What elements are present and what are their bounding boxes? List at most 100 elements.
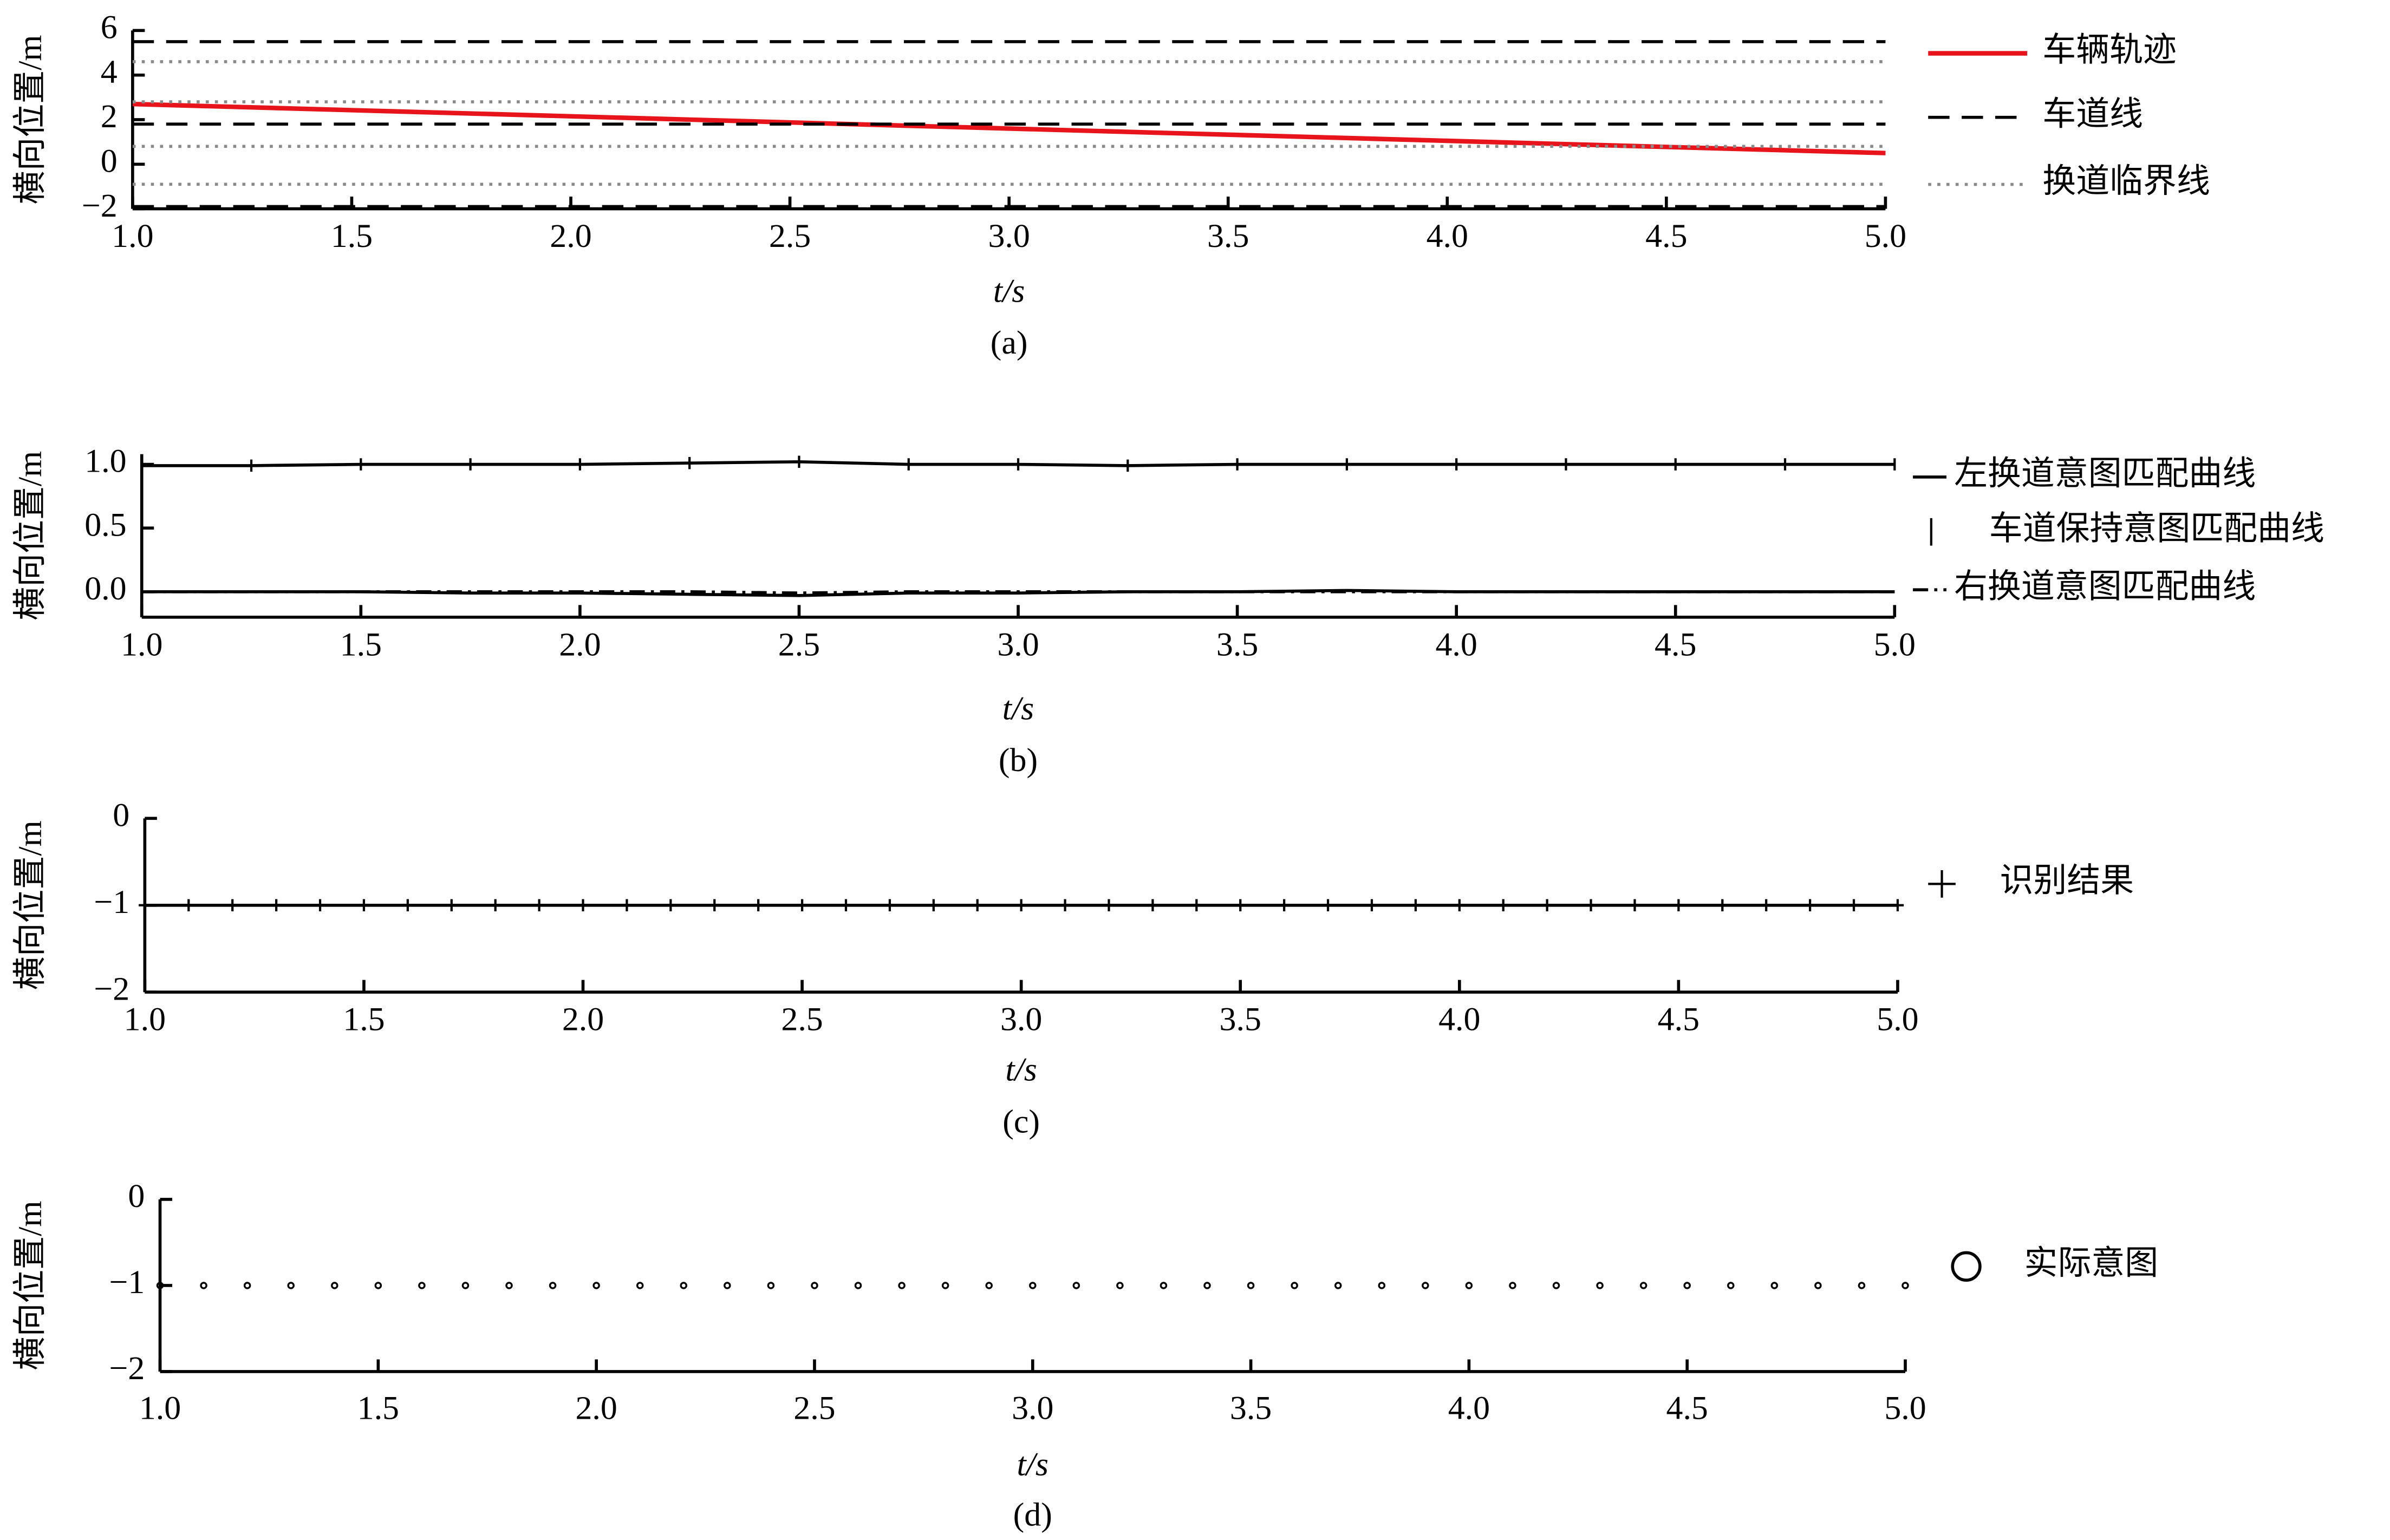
x-tick-label: 5.0 (1877, 1001, 1918, 1038)
y-tick-label: 0 (113, 797, 129, 834)
x-tick-label: 4.5 (1655, 626, 1696, 663)
marker-plus (1541, 899, 1553, 912)
legend-item: 实际意图 (1951, 1245, 2159, 1282)
y-tick-label: 0 (128, 1178, 145, 1215)
caption: (b) (999, 742, 1038, 779)
x-axis-title: t/s (993, 272, 1025, 309)
x-tick-label: 1.0 (139, 1389, 181, 1426)
marker-circle (1596, 1282, 1604, 1289)
y-tick-label: 1.0 (84, 443, 126, 480)
legend-sample (1951, 1251, 1982, 1282)
marker-circle (1901, 1282, 1909, 1289)
y-tick-label: 2 (101, 98, 118, 135)
x-tick-label: 4.0 (1435, 626, 1477, 663)
x-tick-label: 1.5 (343, 1001, 385, 1038)
marker-plus (533, 899, 545, 912)
marker-plus (577, 899, 589, 912)
marker-circle (461, 1282, 470, 1289)
marker-circle (636, 1282, 644, 1289)
marker-circle (374, 1282, 382, 1289)
y-axis-title: 横向位置/m (12, 35, 49, 204)
marker-plus (1103, 899, 1115, 912)
legend-item: 识别结果 (1928, 863, 2134, 899)
marker-plus (665, 899, 677, 912)
marker-circle (1683, 1282, 1691, 1289)
marker-plus (1278, 899, 1291, 912)
marker-circle (1552, 1282, 1560, 1289)
marker-plus (1672, 899, 1685, 912)
legend-item: 右换道意图匹配曲线 (1913, 568, 2256, 605)
y-tick-label: −2 (109, 1350, 145, 1387)
marker-circle (1770, 1282, 1779, 1289)
x-tick-label: 1.5 (331, 218, 373, 255)
x-tick-label: 2.5 (778, 626, 820, 663)
x-tick-label: 2.0 (575, 1389, 617, 1426)
marker-plus (752, 899, 765, 912)
marker-plus (1234, 899, 1247, 912)
marker-circle (200, 1282, 207, 1289)
marker-circle (505, 1282, 513, 1289)
legend-label: 实际意图 (2024, 1245, 2159, 1282)
marker-circle (592, 1282, 600, 1289)
marker-plus (1497, 899, 1509, 912)
marker-circle (1814, 1282, 1822, 1289)
marker-plus (796, 899, 809, 912)
marker-plus (1629, 899, 1641, 912)
marker-circle (1072, 1282, 1080, 1289)
marker-plus (1321, 899, 1334, 912)
x-tick-label: 2.0 (559, 626, 601, 663)
series-line (132, 101, 1886, 155)
marker-circle (1116, 1282, 1124, 1289)
marker-plus (1147, 899, 1159, 912)
x-tick-label: 2.5 (781, 1001, 823, 1038)
marker-circle (1160, 1282, 1168, 1289)
marker-plus (1409, 899, 1422, 912)
x-tick-label: 4.0 (1448, 1389, 1490, 1426)
x-tick-label: 4.5 (1645, 218, 1687, 255)
marker-plus (971, 899, 984, 912)
marker-plus (1716, 899, 1729, 912)
marker-plus (1015, 899, 1027, 912)
marker-plus (357, 899, 370, 912)
marker-plus (139, 899, 151, 912)
y-tick-label: 6 (101, 9, 118, 46)
marker-circle (1639, 1282, 1647, 1289)
legend-label: 车道保持意图匹配曲线 (1989, 510, 2324, 547)
marker-plus (445, 899, 458, 912)
x-tick-label: 4.0 (1427, 218, 1468, 255)
x-tick-label: 4.0 (1438, 1001, 1480, 1038)
legend-label: 右换道意图匹配曲线 (1954, 568, 2256, 605)
x-tick-label: 1.0 (112, 218, 153, 255)
marker-plus (401, 899, 414, 912)
x-tick-label: 1.0 (121, 626, 162, 663)
caption: (a) (991, 324, 1028, 361)
x-tick-label: 3.0 (997, 626, 1039, 663)
marker-plus (1059, 899, 1071, 912)
x-tick-label: 5.0 (1865, 218, 1906, 255)
marker-circle (243, 1282, 251, 1289)
x-tick-label: 4.5 (1666, 1389, 1708, 1426)
legend-item: 车辆轨迹 (1928, 32, 2177, 69)
marker-plus (226, 899, 239, 912)
legend-item: 左换道意图匹配曲线 (1913, 455, 2256, 492)
marker-plus (883, 899, 896, 912)
x-tick-label: 1.5 (357, 1389, 399, 1426)
x-tick-label: 1.5 (340, 626, 382, 663)
marker-circle (156, 1282, 164, 1289)
y-tick-label: 0.5 (84, 506, 126, 543)
marker-plus (270, 899, 283, 912)
legend-label: 识别结果 (2000, 863, 2134, 899)
y-axis-title: 横向位置/m (12, 451, 49, 621)
marker-circle (1509, 1282, 1516, 1289)
marker-plus (1891, 899, 1904, 912)
marker-circle (549, 1282, 557, 1289)
marker-circle (1334, 1282, 1342, 1289)
marker-plus (1803, 899, 1816, 912)
legend-label: 车道线 (2042, 96, 2143, 133)
caption: (d) (1013, 1496, 1052, 1533)
legend-item: 换道临界线 (1928, 163, 2210, 200)
legend-label: 换道临界线 (2042, 163, 2210, 200)
caption: (c) (1002, 1103, 1040, 1140)
legend-item: 车道线 (1928, 96, 2143, 133)
